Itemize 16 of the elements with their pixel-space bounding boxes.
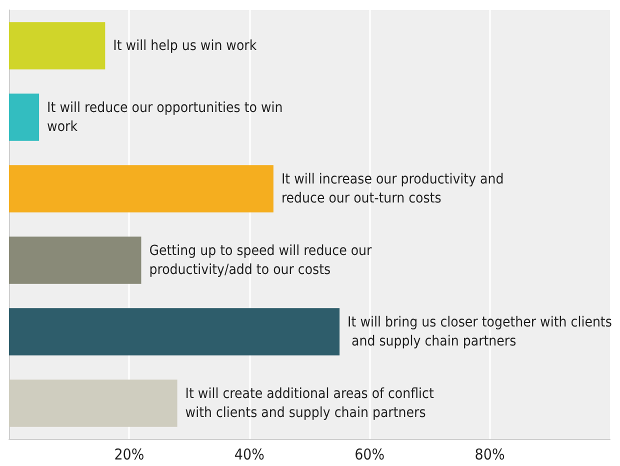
y-tick-label: Getting up to speed will reduce our productivity/add to our costs bbox=[149, 242, 376, 278]
bar bbox=[9, 165, 274, 212]
bar bbox=[9, 22, 106, 70]
bar bbox=[9, 308, 340, 356]
x-tick-label: 60% bbox=[354, 446, 385, 464]
y-tick-label: It will bring us closer together with clients and supply chain partners bbox=[348, 314, 612, 350]
bar bbox=[9, 236, 142, 284]
bar bbox=[9, 94, 40, 141]
x-tick-label: 40% bbox=[234, 446, 265, 464]
y-tick-label: It will create additional areas of conflict with clients and supply chain partners bbox=[185, 386, 438, 421]
y-tick-label: It will increase our productivity and reduce our out-turn costs bbox=[281, 171, 508, 206]
y-tick-label: It will reduce our opportunities to win work bbox=[47, 100, 287, 135]
bar bbox=[9, 380, 178, 427]
x-tick-label: 80% bbox=[474, 446, 505, 464]
x-tick-label: 20% bbox=[114, 446, 144, 464]
y-tick-label: It will help us win work bbox=[113, 38, 258, 54]
